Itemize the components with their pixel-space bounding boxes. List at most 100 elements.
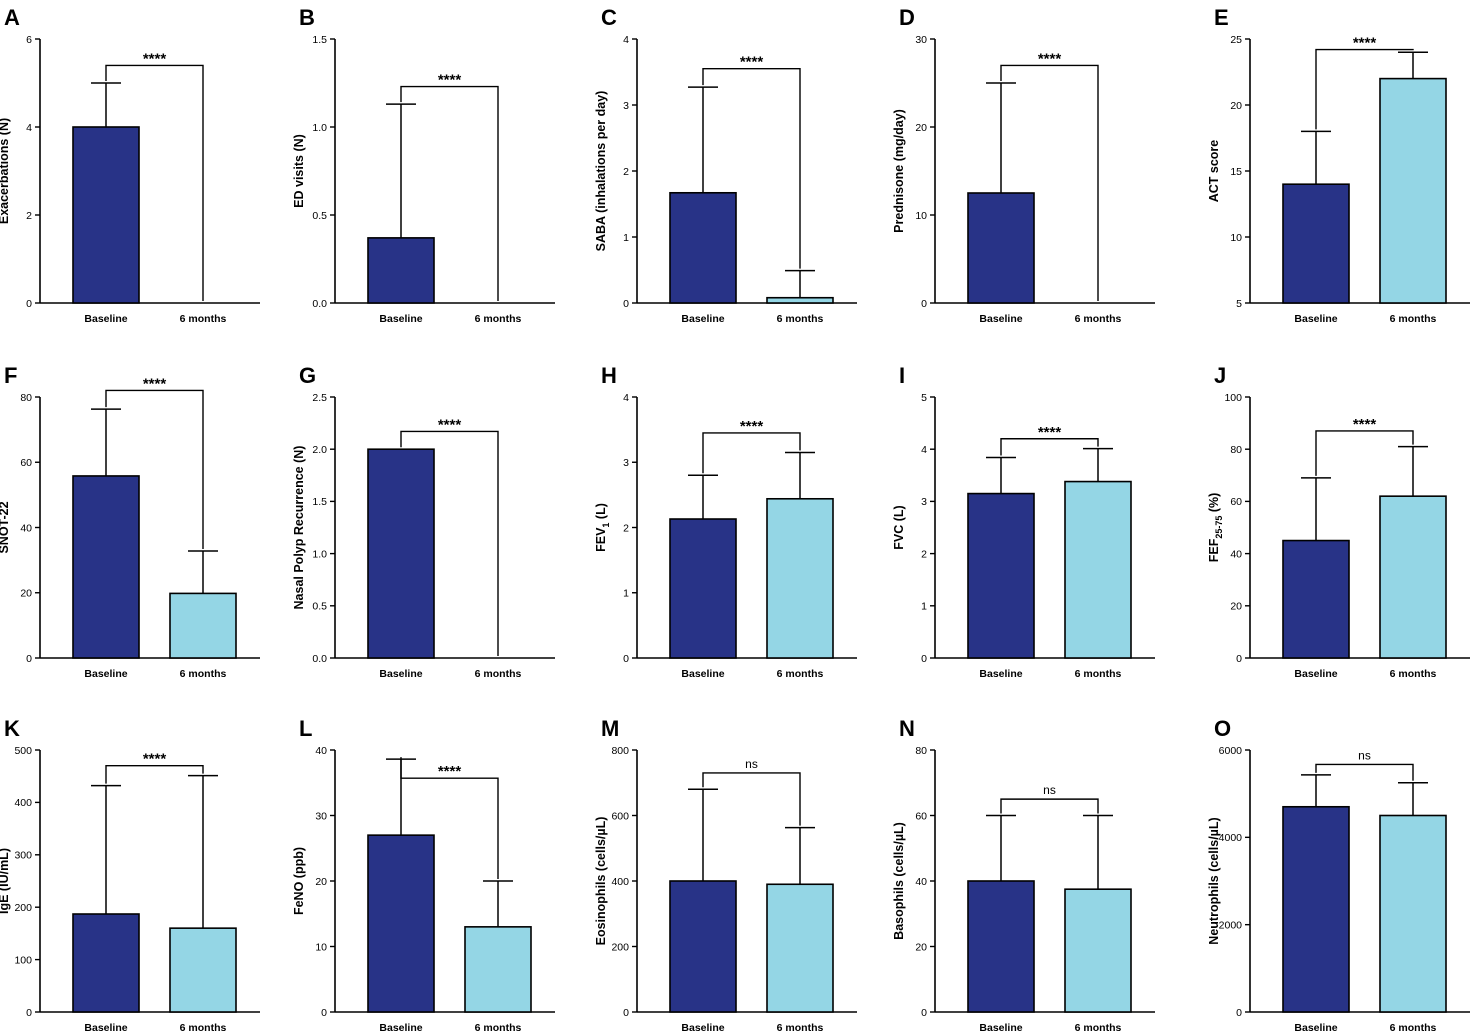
x-category-label: 6 months	[1390, 1022, 1437, 1032]
panel-letter: J	[1214, 363, 1226, 388]
y-axis-label: Prednisone (mg/day)	[892, 109, 906, 233]
y-axis-label: Exacerbations (N)	[0, 118, 11, 224]
x-category-label: 6 months	[180, 1022, 227, 1032]
y-axis-label-main: FEF	[1207, 538, 1221, 562]
panel-l: L 0 10 20 30 40 FeNO (ppb) Baseline 6 months ****	[292, 716, 555, 1032]
significance-bracket	[400, 430, 499, 656]
y-tick-label: 40	[315, 745, 327, 757]
bar-baseline	[1282, 805, 1350, 1013]
bar-baseline	[1282, 183, 1350, 304]
y-tick-label: 0	[623, 653, 629, 665]
y-tick-label: 800	[611, 745, 629, 757]
y-tick-label: 40	[1230, 548, 1242, 560]
y-tick-label: 400	[611, 876, 629, 888]
y-tick-label: 1	[623, 588, 629, 600]
bar-baseline	[72, 913, 140, 1013]
x-category-label: 6 months	[475, 668, 522, 680]
significance-bracket	[702, 68, 801, 269]
y-tick-label: 4	[623, 392, 629, 404]
y-tick-label: 0	[921, 653, 927, 665]
significance-label: ****	[1353, 35, 1377, 52]
panel-letter: K	[4, 716, 20, 741]
y-tick-label: 10	[1230, 232, 1242, 244]
x-category-label: 6 months	[180, 668, 227, 680]
y-tick-label: 200	[14, 902, 32, 914]
bar-baseline	[967, 880, 1035, 1013]
panel-k: K 0 100 200 300 400 500 IgE (IU/mL) Baseline 6 mo…	[0, 716, 260, 1032]
y-axis-label: SNOT-22	[0, 501, 11, 553]
panel-letter: L	[299, 716, 312, 741]
panel-letter: B	[299, 5, 315, 30]
y-tick-label: 60	[1230, 496, 1242, 508]
y-axis-label-main: FEV	[594, 527, 608, 552]
bar-baseline	[367, 834, 435, 1013]
panel-b: B 0.0 0.5 1.0 1.5 ED visits (N) Baseline 6 mont…	[292, 5, 555, 325]
y-tick-label: 100	[14, 954, 32, 966]
bar-six-months	[766, 296, 834, 304]
y-tick-label: 0.0	[312, 653, 327, 665]
bar-six-months	[169, 592, 237, 659]
significance-label: ****	[1353, 416, 1377, 433]
y-axis-label: Neutrophils (cells/µL)	[1207, 817, 1221, 944]
bar-baseline	[1282, 539, 1350, 659]
bar-six-months	[766, 883, 834, 1013]
significance-bracket	[400, 757, 499, 879]
y-axis-label-unit: (L)	[594, 503, 608, 522]
x-category-label: 6 months	[777, 668, 824, 680]
y-tick-label: 1.5	[312, 496, 327, 508]
y-tick-label: 20	[20, 588, 32, 600]
y-tick-label: 500	[14, 745, 32, 757]
y-axis-label: ACT score	[1207, 140, 1221, 203]
bar-six-months	[1379, 814, 1447, 1013]
y-axis-label: ED visits (N)	[292, 134, 306, 208]
y-tick-label: 0	[1236, 1007, 1242, 1019]
y-tick-label: 0	[26, 298, 32, 310]
panel-letter: E	[1214, 5, 1229, 30]
y-tick-label: 1	[921, 601, 927, 613]
x-category-label: 6 months	[180, 313, 227, 325]
significance-label: ****	[740, 54, 764, 71]
y-tick-label: 5	[1236, 298, 1242, 310]
y-tick-label: 10	[315, 941, 327, 953]
y-tick-label: 1	[623, 232, 629, 244]
y-tick-label: 0	[26, 653, 32, 665]
y-tick-label: 60	[915, 810, 927, 822]
y-tick-label: 1.0	[312, 122, 327, 134]
y-tick-label: 300	[14, 850, 32, 862]
y-tick-label: 40	[20, 522, 32, 534]
panel-a: A 0 2 4 6 Exacerbations (N) Baseline 6 months **…	[0, 5, 260, 325]
x-category-label: Baseline	[681, 1022, 724, 1032]
panel-letter: C	[601, 5, 617, 30]
panel-letter: D	[899, 5, 915, 30]
panel-letter: H	[601, 363, 617, 388]
x-category-label: Baseline	[681, 313, 724, 325]
y-tick-label: 3	[623, 100, 629, 112]
y-tick-label: 200	[611, 941, 629, 953]
bar-baseline	[72, 475, 140, 659]
bar-baseline	[967, 192, 1035, 304]
y-axis-label: Basophils (cells/µL)	[892, 822, 906, 940]
significance-label: ****	[143, 375, 167, 392]
panel-letter: N	[899, 716, 915, 741]
x-category-label: 6 months	[1075, 668, 1122, 680]
y-tick-label: 30	[915, 34, 927, 46]
x-category-label: 6 months	[475, 313, 522, 325]
y-tick-label: 0	[321, 1007, 327, 1019]
y-axis-label: IgE (IU/mL)	[0, 848, 11, 914]
significance-bracket	[1000, 64, 1099, 301]
significance-bracket	[1315, 763, 1414, 781]
significance-bracket	[702, 432, 801, 474]
x-category-label: Baseline	[1294, 668, 1337, 680]
bar-six-months	[766, 497, 834, 659]
panel-letter: O	[1214, 716, 1231, 741]
panel-letter: G	[299, 363, 316, 388]
bar-baseline	[967, 492, 1035, 659]
y-tick-label: 6000	[1219, 745, 1243, 757]
x-category-label: Baseline	[979, 668, 1022, 680]
y-tick-label: 0	[623, 298, 629, 310]
x-category-label: Baseline	[1294, 1022, 1337, 1032]
significance-label: ns	[1358, 748, 1371, 762]
significance-bracket	[1000, 438, 1099, 456]
x-category-label: Baseline	[681, 668, 724, 680]
